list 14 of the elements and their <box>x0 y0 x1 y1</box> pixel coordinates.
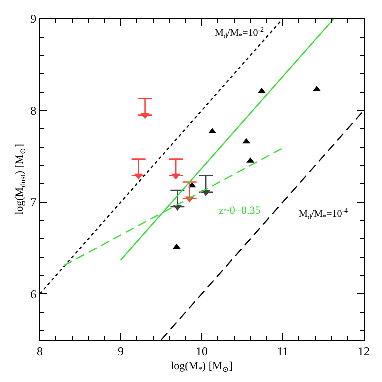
y-tick-label: 6 <box>30 287 37 302</box>
series-label: z~0−0.35 <box>219 205 262 217</box>
y-tick-label: 8 <box>30 104 37 118</box>
annotation: M$_{d}$/M$_{*}$=10$^{-2}$ <box>215 26 265 40</box>
x-axis-title: log(M$_{*}$) [M$_{⊙}$] <box>171 360 233 374</box>
x-tick-label: 12 <box>358 344 370 358</box>
point <box>258 88 266 94</box>
y-tick-label: 7 <box>30 196 37 210</box>
annotation: M$_{d}$/M$_{*}$=10$^{-4}$ <box>299 207 349 222</box>
point <box>242 138 251 144</box>
x-tick-label: 11 <box>277 344 289 358</box>
x-tick-label: 9 <box>118 344 124 358</box>
x-tick-label: 10 <box>196 344 208 358</box>
y-tick-label: 9 <box>30 12 37 26</box>
